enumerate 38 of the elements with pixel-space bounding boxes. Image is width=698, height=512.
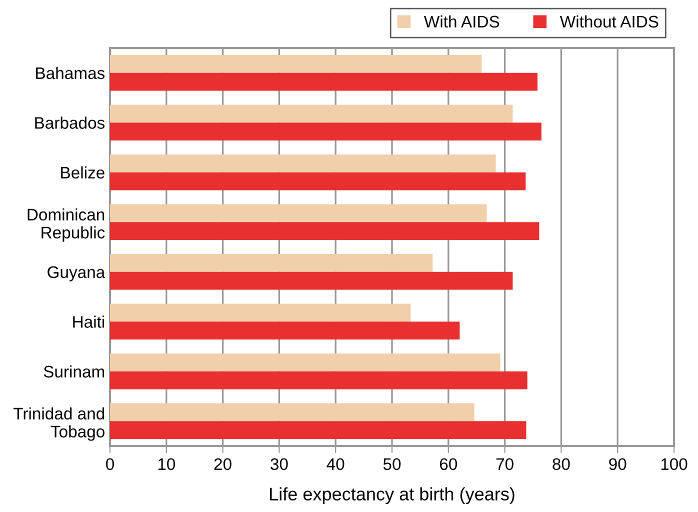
bar [110,421,526,440]
bar [110,371,528,390]
y-tick-label: Bahamas [36,66,105,80]
bar [110,304,411,322]
bar [110,322,460,340]
x-tick-label: 20 [214,458,232,470]
y-tick-label: Trinidad and Tobago [13,407,104,441]
bar [110,154,496,172]
y-tick-label: Barbados [35,116,105,129]
x-tick-label: 100 [661,458,688,470]
legend-label: Without AIDS [560,15,658,28]
bar [110,272,513,290]
x-tick-label: 80 [552,458,570,470]
bar [110,204,487,222]
legend-label: With AIDS [424,15,500,28]
bar [110,222,540,240]
bar [110,403,474,422]
x-tick-label: 0 [106,458,114,470]
bar [110,104,513,123]
x-tick-label: 50 [383,458,401,470]
x-tick-label: 60 [440,458,458,470]
y-tick-label: Surinam [44,365,104,378]
bar [110,122,542,141]
x-tick-label: 30 [270,458,288,470]
y-tick-label: Haiti [73,316,104,328]
x-tick-label: 90 [609,458,626,470]
y-tick-label: Guyana [48,266,106,282]
x-tick-label: 40 [326,458,344,470]
x-tick-label: 70 [496,458,514,470]
bar [110,172,526,190]
x-tick-label: 10 [158,458,176,470]
y-tick-label: Dominican Republic [28,208,105,242]
y-tick-label: Belize [61,166,104,179]
bar [110,54,482,73]
bar [110,353,500,372]
bar [110,254,433,272]
bar [110,72,538,91]
x-axis-title: Life expectancy at birth (years) [270,487,514,504]
